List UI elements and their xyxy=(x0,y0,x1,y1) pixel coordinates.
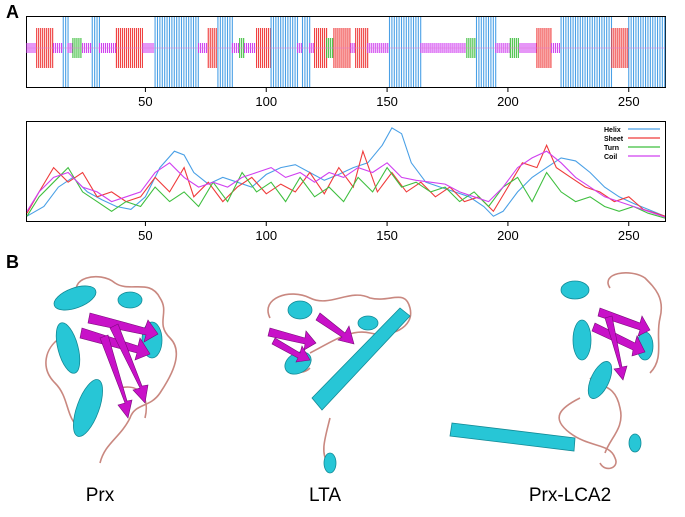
lta-caption: LTA xyxy=(308,485,342,506)
profile-tick-label: 150 xyxy=(376,228,398,240)
track-tick-label: 200 xyxy=(497,94,519,109)
lta-sheets xyxy=(267,312,355,363)
profile-tick-label: 100 xyxy=(255,228,277,240)
profile-tick-label: 250 xyxy=(618,228,640,240)
track-segment-helix xyxy=(560,17,613,87)
panel-a-label: A xyxy=(6,2,19,22)
prx-caption: Prx xyxy=(85,485,115,506)
track-segment-helix xyxy=(628,17,666,87)
legend-label-coil: Coil xyxy=(604,154,617,161)
legend-label-helix: Helix xyxy=(604,127,621,134)
profile-series xyxy=(26,127,666,219)
prx-structure xyxy=(45,275,178,464)
track-x-axis: 50 100 150 200 250 xyxy=(138,87,640,109)
prxlca2-structure xyxy=(449,272,663,470)
profile-line-sheet xyxy=(26,143,666,217)
prxlca2-helices xyxy=(449,280,654,453)
profile-line-turn xyxy=(26,166,666,219)
track-segment-helix xyxy=(217,17,233,87)
panel-b-label: B xyxy=(6,252,19,272)
legend-label-sheet: Sheet xyxy=(604,136,624,143)
track-segment-helix xyxy=(388,17,422,87)
prxlca2-sheets xyxy=(591,307,651,381)
legend-label-turn: Turn xyxy=(604,145,619,152)
lta-structure xyxy=(267,293,412,474)
profile-tick-label: 200 xyxy=(497,228,519,240)
profile-legend: Helix Sheet Turn Coil xyxy=(604,127,660,161)
prx-sheets xyxy=(79,312,159,419)
ss-profile-chart: 50 100 150 200 250 Helix Sheet Turn Coil xyxy=(26,121,666,240)
prxlca2-caption: Prx-LCA2 xyxy=(528,485,612,506)
profile-tick-label: 50 xyxy=(138,228,152,240)
profile-line-coil xyxy=(26,150,666,218)
track-segments xyxy=(26,17,666,87)
track-segment-helix xyxy=(475,17,497,87)
lta-helices xyxy=(284,300,411,474)
profile-line-helix xyxy=(26,127,666,217)
track-tick-label: 100 xyxy=(255,94,277,109)
track-segment-helix xyxy=(270,17,299,87)
track-tick-label: 150 xyxy=(376,94,398,109)
track-tick-label: 50 xyxy=(138,94,152,109)
profile-x-axis: 50 100 150 200 250 xyxy=(138,221,640,240)
ss-track-chart: 50 100 150 200 250 xyxy=(26,16,666,109)
track-tick-label: 250 xyxy=(618,94,640,109)
